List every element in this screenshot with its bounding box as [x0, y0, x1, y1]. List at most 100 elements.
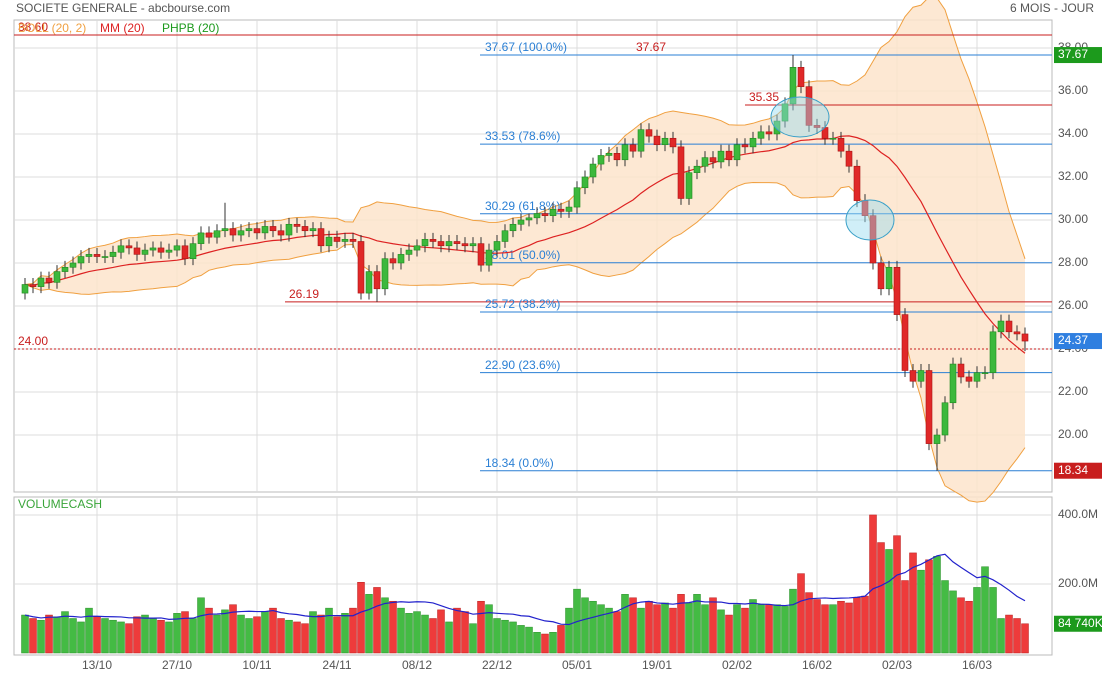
candle-body: [805, 86, 813, 126]
volume-bar: [125, 623, 133, 654]
candle-body: [349, 239, 357, 242]
x-tick-label: 08/12: [402, 658, 432, 672]
volume-bar: [741, 607, 749, 654]
volume-bar: [837, 600, 845, 654]
candle-body: [325, 236, 333, 247]
candle-body: [757, 131, 765, 139]
volume-bar: [469, 623, 477, 654]
volume-bar: [677, 594, 685, 654]
volume-bar: [485, 604, 493, 654]
level-label: 24.00: [18, 334, 48, 348]
candle-body: [661, 137, 669, 146]
highlight: [845, 199, 895, 241]
volume-bar: [365, 594, 373, 654]
candle-body: [781, 103, 789, 122]
candle-body: [437, 241, 445, 247]
volume-bar: [165, 621, 173, 654]
volume-bar: [973, 587, 981, 654]
candle-body: [429, 239, 437, 242]
candle-body: [341, 239, 349, 242]
volume-bar: [765, 604, 773, 654]
candle-body: [829, 137, 837, 140]
volume-bar: [797, 573, 805, 654]
volume-bar: [1021, 623, 1029, 654]
candle-body: [485, 249, 493, 266]
candle-body: [629, 144, 637, 152]
volume-bar: [813, 599, 821, 654]
volume-bar: [661, 602, 669, 654]
candle-body: [213, 230, 221, 238]
volume-bar: [605, 607, 613, 654]
volume-bar: [101, 618, 109, 654]
volume-bar: [29, 618, 37, 654]
candle-body: [165, 249, 173, 253]
volume-bar: [229, 604, 237, 654]
volume-bar: [861, 595, 869, 654]
volume-bar: [189, 618, 197, 654]
volume-bar: [941, 580, 949, 654]
candle-body: [565, 206, 573, 212]
volume-bar: [357, 581, 365, 654]
value-badge-label: 18.34: [1058, 463, 1088, 477]
volume-bar: [1013, 618, 1021, 654]
volume-bar: [621, 594, 629, 654]
candle-body: [813, 125, 821, 128]
volume-bar: [173, 613, 181, 654]
candle-body: [949, 363, 957, 404]
candle-body: [677, 146, 685, 199]
candle-body: [893, 266, 901, 315]
candle-body: [141, 249, 149, 255]
level-label: 26.19: [289, 287, 319, 301]
volume-bar: [549, 632, 557, 654]
candle-body: [877, 262, 885, 290]
volume-bar: [325, 607, 333, 654]
candle-body: [229, 228, 237, 236]
candle-body: [1005, 320, 1013, 333]
candle-body: [789, 67, 797, 105]
x-tick-label: 16/03: [962, 658, 992, 672]
volume-bar: [149, 618, 157, 654]
volume-bar: [541, 633, 549, 654]
y-tick-label: 20.00: [1058, 427, 1088, 441]
value-badge: [1054, 333, 1102, 350]
candle-body: [477, 243, 485, 266]
candle-body: [53, 271, 61, 283]
volume-bar: [733, 604, 741, 654]
volume-bar: [85, 607, 93, 654]
candle-body: [421, 239, 429, 247]
volume-bar: [565, 607, 573, 654]
candle-body: [909, 370, 917, 382]
volume-bar: [333, 616, 341, 654]
highlight: [770, 96, 830, 138]
candle-body: [197, 232, 205, 244]
candle-body: [37, 277, 45, 287]
candle-body: [733, 144, 741, 161]
volume-bar: [533, 632, 541, 654]
candle-body: [1013, 331, 1021, 335]
level-label: 38.60: [18, 20, 48, 34]
fib-label: 25.72 (38.2%): [485, 297, 560, 311]
fib-label: 28.01 (50.0%): [485, 248, 560, 262]
candle-body: [925, 370, 933, 444]
chart-title: SOCIETE GENERALE - abcbourse.com: [16, 1, 230, 15]
x-tick-label: 02/02: [722, 658, 752, 672]
volume-bar: [885, 549, 893, 654]
fib-label: 30.29 (61.8%): [485, 199, 560, 213]
volume-bar: [397, 607, 405, 654]
volume-bar: [693, 594, 701, 654]
volume-bar: [685, 602, 693, 654]
volume-bar: [445, 621, 453, 654]
volume-bar: [717, 609, 725, 654]
candle-body: [765, 131, 773, 135]
candle-body: [605, 153, 613, 156]
volume-bar: [989, 587, 997, 654]
volume-bar: [21, 614, 29, 654]
candle-body: [365, 271, 373, 294]
volume-bar: [77, 621, 85, 654]
candle-body: [941, 402, 949, 436]
volume-bar: [37, 619, 45, 654]
fib-label: 22.90 (23.6%): [485, 358, 560, 372]
volume-bar: [709, 597, 717, 654]
candle-body: [149, 247, 157, 251]
